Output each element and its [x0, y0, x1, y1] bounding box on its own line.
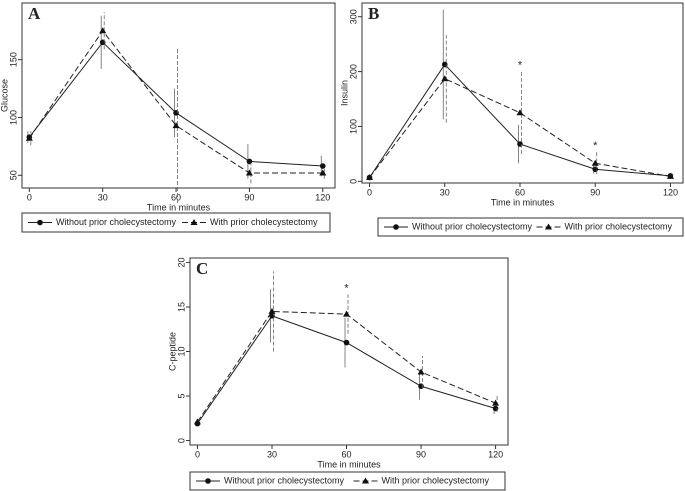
legend-label: With prior cholecystectomy: [565, 221, 673, 231]
y-tick-label: 15: [176, 302, 186, 312]
plot-frame: [21, 2, 336, 189]
annotation: *: [518, 60, 523, 72]
marker: [592, 166, 599, 173]
marker: [245, 169, 253, 176]
legend-marker: [393, 224, 399, 230]
annotation: *: [593, 140, 598, 152]
marker: [173, 110, 179, 116]
x-tick-label: 120: [315, 192, 330, 202]
x-tick-label: 30: [267, 449, 277, 459]
panel-label: C: [196, 259, 208, 278]
marker: [343, 310, 351, 317]
legend-box: [377, 217, 684, 237]
y-tick-label: 5: [176, 394, 186, 399]
x-tick-label: 60: [515, 187, 525, 197]
y-axis-label: C-peptide: [167, 332, 177, 371]
marker: [193, 418, 201, 425]
series-line: [197, 310, 496, 423]
marker: [99, 39, 106, 46]
marker: [492, 405, 499, 412]
legend-label: Without prior cholecystectomy: [224, 475, 345, 485]
panel-label: A: [28, 4, 41, 23]
x-tick-label: 90: [244, 192, 254, 202]
series-line: [28, 41, 323, 167]
plot-frame: [189, 257, 509, 446]
x-tick-label: 120: [663, 187, 678, 197]
y-tick-label: 100: [8, 110, 18, 125]
y-tick-label: 0: [176, 438, 186, 443]
x-tick-label: 0: [195, 449, 200, 459]
x-tick-label: 60: [171, 192, 181, 202]
marker: [268, 307, 276, 314]
x-tick-label: 120: [488, 449, 503, 459]
marker: [591, 159, 599, 166]
x-tick-label: 90: [416, 449, 426, 459]
y-tick-label: 0: [348, 179, 358, 184]
y-axis-label: Insulin: [339, 80, 349, 106]
x-tick-label: 90: [590, 187, 600, 197]
marker: [441, 75, 449, 82]
marker: [492, 399, 500, 406]
y-tick-label: 100: [348, 119, 358, 134]
legend-marker: [362, 477, 369, 484]
series-line: [197, 315, 496, 424]
legend-marker: [205, 478, 211, 484]
y-axis-label: Glucose: [0, 79, 9, 112]
legend-label: With prior cholecystectomy: [382, 475, 490, 485]
y-tick-label: 200: [348, 64, 358, 79]
plot-frame: [361, 2, 684, 184]
x-tick-label: 0: [367, 187, 372, 197]
y-tick-label: 50: [8, 170, 18, 180]
x-axis-label: Time in minutes: [147, 202, 211, 212]
legend-label: With prior cholecystectomy: [210, 217, 318, 227]
y-tick-label: 300: [348, 9, 358, 24]
annotation: *: [344, 282, 349, 294]
panel-label: B: [368, 4, 379, 23]
legend-label: Without prior cholecystectomy: [412, 221, 533, 231]
marker: [246, 158, 253, 165]
marker: [417, 368, 425, 375]
marker: [99, 27, 107, 34]
legend-marker: [190, 219, 198, 225]
marker: [25, 134, 33, 141]
marker: [418, 383, 424, 390]
marker: [666, 172, 674, 179]
x-tick-label: 30: [440, 187, 450, 197]
legend-marker: [545, 223, 552, 230]
marker: [516, 109, 524, 116]
x-axis-label: Time in minutes: [317, 459, 381, 469]
series-line: [369, 63, 671, 178]
marker: [343, 339, 350, 346]
legend-box: [21, 212, 331, 233]
y-tick-label: 150: [8, 52, 18, 67]
marker: [366, 174, 374, 181]
x-tick-label: 60: [342, 449, 352, 459]
marker: [319, 169, 327, 176]
x-axis-label: Time in minutes: [491, 197, 555, 207]
legend-label: Without prior cholecystectomy: [56, 217, 177, 227]
legend-marker: [37, 219, 43, 226]
series-line: [28, 29, 323, 174]
marker: [172, 122, 180, 129]
x-tick-label: 0: [27, 192, 32, 202]
series-line: [369, 78, 671, 178]
x-tick-label: 30: [98, 192, 108, 202]
marker: [319, 163, 326, 169]
y-tick-label: 20: [176, 257, 186, 267]
legend-box: [189, 471, 506, 491]
y-tick-label: 10: [176, 346, 186, 356]
marker: [441, 61, 448, 68]
marker: [517, 141, 523, 147]
